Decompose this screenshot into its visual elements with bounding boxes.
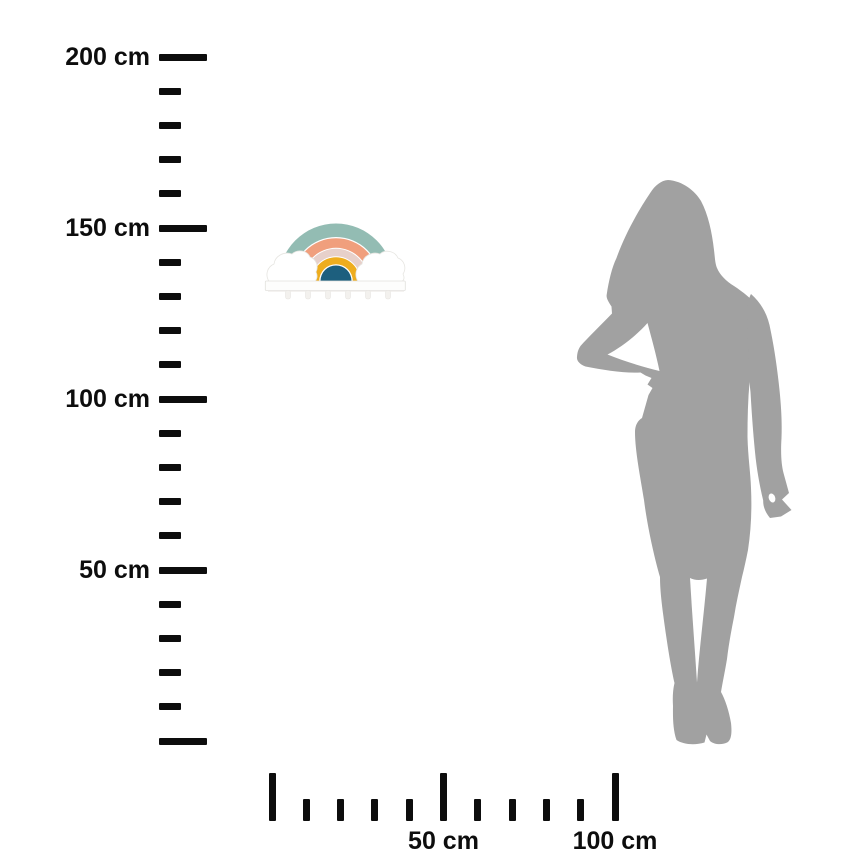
horizontal-ruler: 50 cm 100 cm: [220, 740, 868, 868]
v-ruler-minor-tick: [159, 258, 181, 266]
h-ruler-minor-tick: [508, 799, 516, 821]
v-ruler-minor-tick: [159, 669, 181, 677]
h-ruler-major-tick: [611, 773, 619, 821]
shelf-peg: [285, 290, 291, 300]
v-ruler-major-tick: [159, 737, 207, 745]
h-ruler-label-100-cm: 100 cm: [572, 827, 658, 855]
v-ruler-minor-tick: [159, 429, 181, 437]
v-ruler-minor-tick: [159, 498, 181, 506]
v-ruler-minor-tick: [159, 634, 181, 642]
vertical-ruler: 200 cm 150 cm 100 cm 50 cm: [0, 0, 220, 868]
v-ruler-major-tick: [159, 224, 207, 232]
legs-gap: [690, 578, 707, 683]
h-ruler-major-tick: [268, 773, 276, 821]
v-ruler-major-tick: [159, 566, 207, 574]
v-ruler-minor-tick: [159, 327, 181, 335]
shelf-peg: [305, 290, 311, 300]
rainbow-arc-mustard: [312, 257, 360, 281]
v-ruler-minor-tick: [159, 87, 181, 95]
cloud-right: [355, 250, 406, 282]
v-ruler-minor-tick: [159, 156, 181, 164]
silhouette-arm: [747, 294, 792, 518]
v-ruler-minor-tick: [159, 703, 181, 711]
v-ruler-minor-tick: [159, 190, 181, 198]
v-ruler-label-50-cm: 50 cm: [79, 556, 150, 584]
v-ruler-label-200-cm: 200 cm: [65, 43, 150, 71]
rainbow-arc-coral: [293, 238, 379, 281]
v-ruler-minor-tick: [159, 361, 181, 369]
h-ruler-minor-tick: [577, 799, 585, 821]
rainbow-arc-pink: [303, 248, 369, 281]
shelf-pegs: [285, 290, 391, 300]
person-silhouette: [576, 180, 792, 745]
arm-hip-gap: [607, 323, 660, 371]
v-ruler-major-tick: [159, 53, 207, 61]
v-ruler-label-100-cm: 100 cm: [65, 385, 150, 413]
hand-gap: [768, 493, 776, 503]
v-ruler-major-tick: [159, 395, 207, 403]
h-ruler-minor-tick: [542, 799, 550, 821]
v-ruler-minor-tick: [159, 121, 181, 129]
shelf-peg: [385, 290, 391, 300]
h-ruler-minor-tick: [474, 799, 482, 821]
h-ruler-minor-tick: [405, 799, 413, 821]
v-ruler-label-150-cm: 150 cm: [65, 214, 150, 242]
v-ruler-minor-tick: [159, 463, 181, 471]
shelf-shadow: [268, 290, 404, 292]
rainbow-arc-center: [320, 265, 352, 281]
v-ruler-minor-tick: [159, 600, 181, 608]
shelf-peg: [365, 290, 371, 300]
product-rainbow-shelf: [264, 223, 406, 300]
h-ruler-minor-tick: [371, 799, 379, 821]
cloud-left: [266, 250, 318, 282]
shelf-board: [264, 280, 406, 291]
silhouette-body: [576, 180, 766, 745]
h-ruler-major-tick: [440, 773, 447, 821]
v-ruler-minor-tick: [159, 292, 181, 300]
rainbow-arc-teal: [278, 223, 394, 281]
h-ruler-minor-tick: [302, 799, 310, 821]
shelf-peg: [345, 290, 351, 300]
h-ruler-minor-tick: [337, 799, 345, 821]
v-ruler-minor-tick: [159, 532, 181, 540]
shelf-peg: [325, 290, 331, 300]
h-ruler-label-50-cm: 50 cm: [408, 827, 479, 855]
